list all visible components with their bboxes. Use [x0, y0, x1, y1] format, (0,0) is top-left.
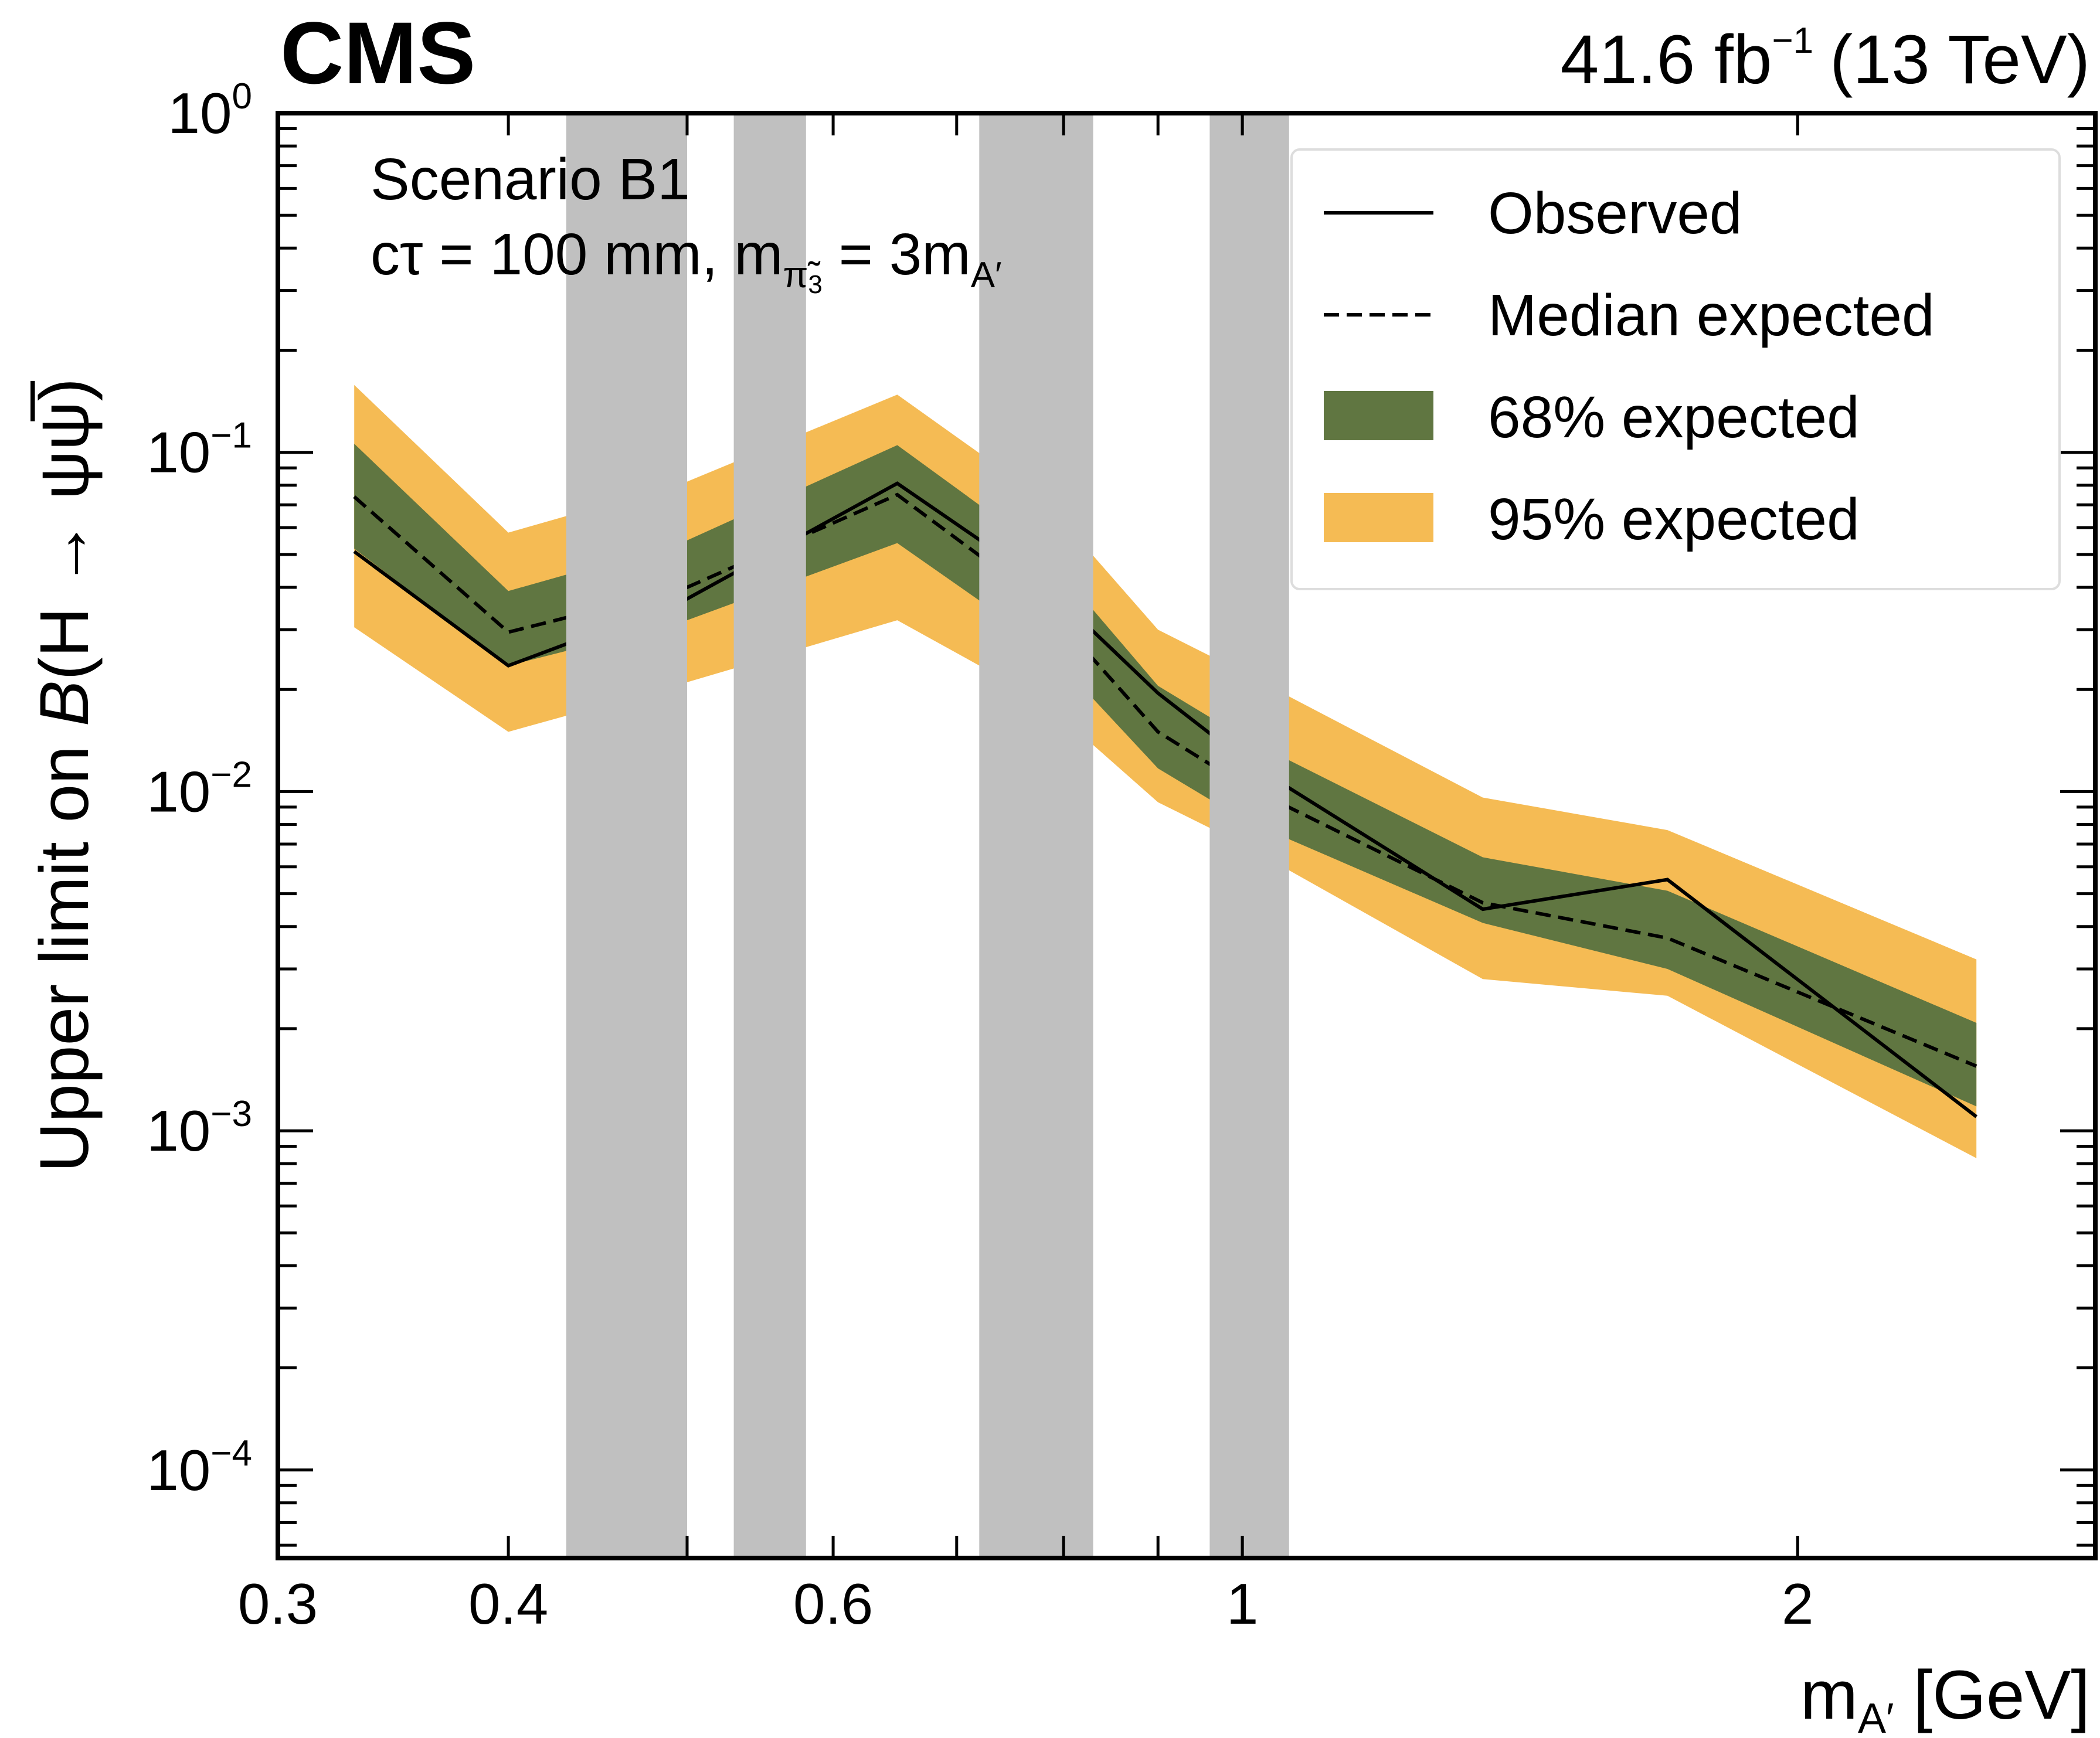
legend-median-expected-label: Median expected [1488, 283, 1935, 348]
legend-68-expected-symbol [1324, 391, 1433, 440]
model-parameters-label: cτ = 100 mm, mπ̃3 = 3mA′ [371, 222, 1002, 299]
x-tick-label: 0.4 [468, 1572, 548, 1636]
y-axis-title: Upper limit on B(H → ψψ̅) [26, 378, 103, 1172]
plot-area [353, 113, 1978, 1558]
excluded-window-4 [1209, 113, 1289, 1558]
y-tick-label: 10−3 [147, 1094, 252, 1163]
legend-box [1290, 148, 2061, 590]
excluded-window-3 [979, 113, 1093, 1558]
excluded-mass-windows [566, 113, 1289, 1558]
scenario-label: Scenario B1 [371, 147, 690, 212]
y-tick-label: 10−4 [147, 1433, 252, 1502]
legend-95-expected-symbol [1324, 493, 1433, 542]
x-tick-label: 2 [1782, 1572, 1814, 1636]
y-tick-label: 100 [168, 76, 253, 145]
x-axis-title: mA′ [GeV] [1800, 1657, 2090, 1738]
y-tick-label: 10−1 [147, 416, 252, 485]
plot-frame [276, 111, 2098, 1560]
x-tick-label: 1 [1226, 1572, 1259, 1636]
experiment-label: CMS [280, 4, 475, 102]
excluded-window-1 [566, 113, 687, 1558]
legend-observed-label: Observed [1488, 181, 1742, 246]
legend-95-expected-label: 95% expected [1488, 487, 1860, 552]
x-tick-label: 0.3 [238, 1572, 318, 1636]
legend-68-expected-label: 68% expected [1488, 385, 1860, 450]
luminosity-label: 41.6 fb−1 (13 TeV) [1561, 21, 2090, 98]
axis-ticks [276, 111, 2095, 1558]
legend: Observed Median expected 68% expected 95… [1290, 148, 2061, 590]
band-68-expected [354, 444, 1977, 1107]
excluded-window-2 [733, 113, 806, 1558]
y-tick-label: 10−2 [147, 754, 252, 824]
x-tick-label: 0.6 [793, 1572, 873, 1636]
axis-tick-labels: 0.3 0.4 0.6 1 2 100 10−1 10−2 10−3 10−4 [147, 76, 1813, 1636]
